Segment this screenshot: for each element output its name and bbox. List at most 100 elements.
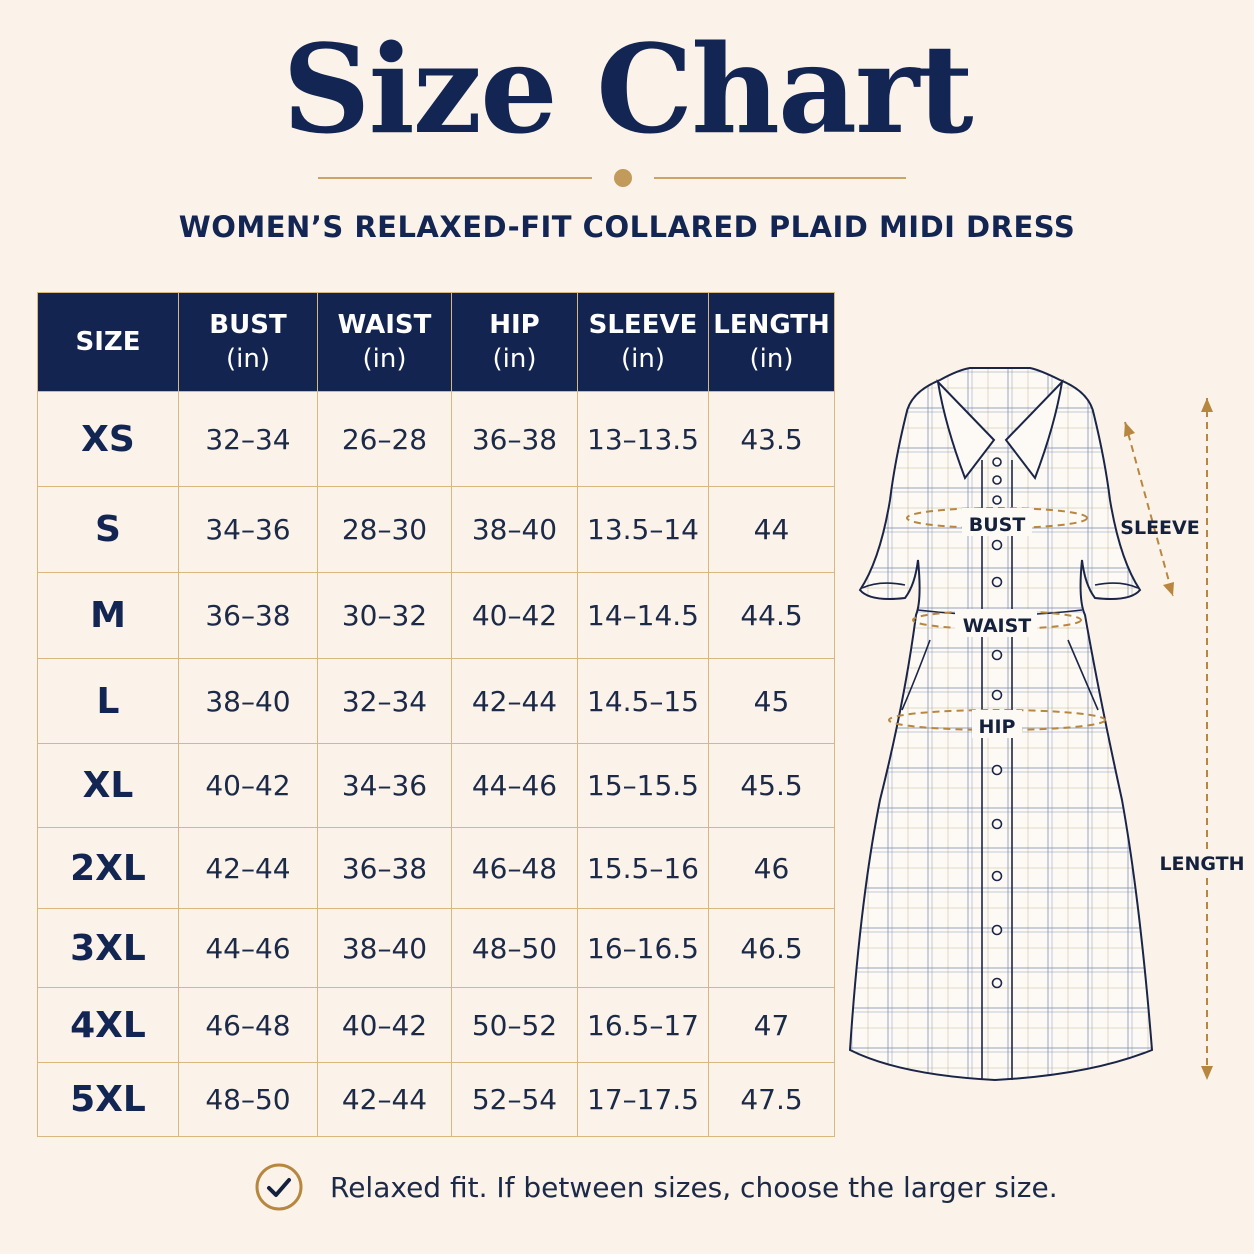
cell-waist: 26–28 [317, 391, 452, 487]
cell-bust: 32–34 [178, 391, 318, 487]
cell-length: 43.5 [708, 391, 835, 487]
header-sleeve: SLEEVE (in) [577, 292, 709, 392]
cell-sleeve: 15–15.5 [577, 743, 709, 828]
table-row: 4XL 46–48 40–42 50–52 16.5–17 47 [37, 987, 835, 1063]
cell-size: 2XL [37, 827, 179, 909]
cell-length: 47.5 [708, 1062, 835, 1137]
header-length: LENGTH (in) [708, 292, 835, 392]
cell-length: 44.5 [708, 572, 835, 659]
cell-size: 5XL [37, 1062, 179, 1137]
fit-note-text: Relaxed fit. If between sizes, choose th… [330, 1170, 1058, 1204]
cell-waist: 34–36 [317, 743, 452, 828]
cell-sleeve: 13–13.5 [577, 391, 709, 487]
cell-length: 44 [708, 486, 835, 573]
cell-size: 3XL [37, 908, 179, 988]
header-label: LENGTH [713, 310, 830, 340]
cell-length: 45 [708, 658, 835, 744]
dress-details [861, 460, 1139, 1080]
table-row: XS 32–34 26–28 36–38 13–13.5 43.5 [37, 391, 835, 487]
header-unit: (in) [492, 344, 537, 374]
cell-sleeve: 15.5–16 [577, 827, 709, 909]
fit-note: Relaxed fit. If between sizes, choose th… [254, 1160, 1058, 1214]
plaid-dress-illustration: BUST WAIST HIP SLEEVE LENGTH [848, 367, 1245, 1082]
table-row: L 38–40 32–34 42–44 14.5–15 45 [37, 658, 835, 744]
table-row: 5XL 48–50 42–44 52–54 17–17.5 47.5 [37, 1062, 835, 1137]
header-label: HIP [489, 310, 540, 340]
header-unit: (in) [226, 344, 270, 374]
table-row: 3XL 44–46 38–40 48–50 16–16.5 46.5 [37, 908, 835, 988]
cell-size: S [37, 486, 179, 573]
header-label: SIZE [75, 327, 141, 357]
waist-label: WAIST [963, 615, 1032, 637]
table-row: S 34–36 28–30 38–40 13.5–14 44 [37, 486, 835, 573]
table-row: M 36–38 30–32 40–42 14–14.5 44.5 [37, 572, 835, 659]
cell-size: L [37, 658, 179, 744]
cell-bust: 40–42 [178, 743, 318, 828]
cell-bust: 36–38 [178, 572, 318, 659]
cell-waist: 32–34 [317, 658, 452, 744]
cell-bust: 44–46 [178, 908, 318, 988]
cell-hip: 50–52 [451, 987, 578, 1063]
table-row: XL 40–42 34–36 44–46 15–15.5 45.5 [37, 743, 835, 828]
header-size: SIZE [37, 292, 179, 392]
header-label: BUST [209, 310, 287, 340]
hip-label: HIP [979, 716, 1016, 738]
cell-length: 46 [708, 827, 835, 909]
cell-size: XS [37, 391, 179, 487]
table-row: 2XL 42–44 36–38 46–48 15.5–16 46 [37, 827, 835, 909]
cell-hip: 42–44 [451, 658, 578, 744]
cell-sleeve: 14.5–15 [577, 658, 709, 744]
cell-waist: 36–38 [317, 827, 452, 909]
cell-size: 4XL [37, 987, 179, 1063]
cell-hip: 44–46 [451, 743, 578, 828]
divider-line-right [654, 177, 906, 179]
header-unit: (in) [749, 344, 794, 374]
cell-hip: 40–42 [451, 572, 578, 659]
header-unit: (in) [362, 344, 407, 374]
length-label: LENGTH [1159, 853, 1244, 875]
cell-hip: 52–54 [451, 1062, 578, 1137]
cell-waist: 40–42 [317, 987, 452, 1063]
cell-hip: 46–48 [451, 827, 578, 909]
header-hip: HIP (in) [451, 292, 578, 392]
cell-hip: 36–38 [451, 391, 578, 487]
title-divider [0, 169, 1254, 187]
sleeve-label: SLEEVE [1120, 517, 1199, 539]
divider-line-left [318, 177, 592, 179]
cell-waist: 42–44 [317, 1062, 452, 1137]
cell-sleeve: 16.5–17 [577, 987, 709, 1063]
measurement-arrows [1124, 398, 1213, 1080]
measurement-labels: BUST WAIST HIP SLEEVE LENGTH [955, 508, 1245, 878]
cell-length: 46.5 [708, 908, 835, 988]
cell-bust: 48–50 [178, 1062, 318, 1137]
header-label: WAIST [337, 310, 432, 340]
size-table: SIZE BUST (in) WAIST (in) HIP (in) SLEEVE (i… [37, 292, 835, 1137]
header-label: SLEEVE [588, 310, 698, 340]
cell-hip: 38–40 [451, 486, 578, 573]
table-header-row: SIZE BUST (in) WAIST (in) HIP (in) SLEEVE (i… [37, 292, 835, 392]
bust-label: BUST [969, 514, 1026, 536]
cell-hip: 48–50 [451, 908, 578, 988]
cell-sleeve: 17–17.5 [577, 1062, 709, 1137]
cell-size: XL [37, 743, 179, 828]
product-subtitle: WOMEN’S RELAXED-FIT COLLARED PLAID MIDI … [178, 210, 1076, 244]
cell-length: 45.5 [708, 743, 835, 828]
cell-bust: 38–40 [178, 658, 318, 744]
cell-sleeve: 16–16.5 [577, 908, 709, 988]
cell-bust: 42–44 [178, 827, 318, 909]
cell-waist: 30–32 [317, 572, 452, 659]
divider-dot [614, 169, 632, 187]
page-title: Size Chart [282, 17, 973, 161]
header-waist: WAIST (in) [317, 292, 452, 392]
cell-waist: 38–40 [317, 908, 452, 988]
cell-sleeve: 14–14.5 [577, 572, 709, 659]
check-circle-icon [255, 1163, 303, 1211]
cell-bust: 46–48 [178, 987, 318, 1063]
cell-size: M [37, 572, 179, 659]
dress-buttons [991, 457, 1003, 989]
header-bust: BUST (in) [178, 292, 318, 392]
cell-waist: 28–30 [317, 486, 452, 573]
cell-length: 47 [708, 987, 835, 1063]
cell-sleeve: 13.5–14 [577, 486, 709, 573]
cell-bust: 34–36 [178, 486, 318, 573]
